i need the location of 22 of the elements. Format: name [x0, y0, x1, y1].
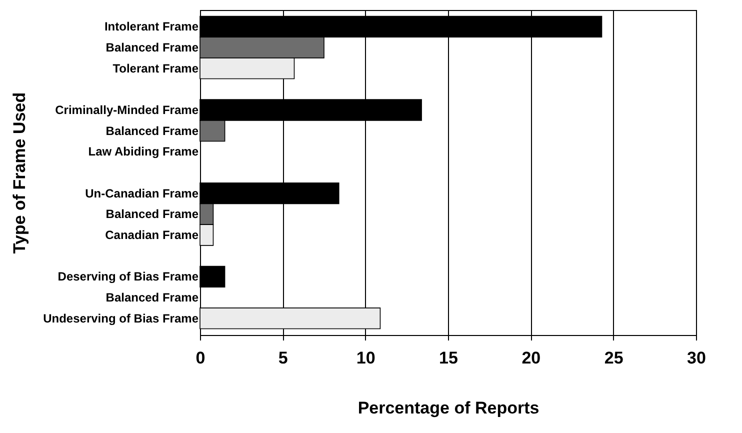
y-tick-label: Canadian Frame [105, 228, 199, 242]
y-tick-label: Tolerant Frame [112, 61, 199, 76]
y-tick-label: Un-Canadian Frame [85, 186, 199, 200]
y-tick-label: Balanced Frame [106, 207, 199, 222]
x-tick-label: 25 [604, 348, 624, 368]
y-tick-label: Balanced Frame [106, 40, 199, 54]
y-tick-label: Undeserving of Bias Frame [43, 311, 199, 326]
x-tick-label: 10 [356, 348, 376, 368]
x-tick-label: 20 [522, 348, 541, 368]
y-tick-label: Intolerant Frame [104, 20, 199, 34]
x-tick-label: 5 [278, 348, 288, 368]
y-tick-label: Law Abiding Frame [88, 144, 199, 159]
x-tick-label: 30 [687, 348, 706, 368]
y-tick-label: Balanced Frame [106, 290, 199, 304]
x-tick-label: 15 [439, 348, 458, 368]
y-tick-label: Balanced Frame [106, 124, 199, 138]
y-tick-label: Criminally-Minded Frame [55, 103, 199, 117]
bar [200, 266, 226, 288]
x-tick-label: 0 [196, 348, 206, 368]
y-tick-label: Deserving of Bias Frame [58, 270, 199, 284]
x-axis-title: Percentage of Reports [358, 398, 540, 418]
y-axis-title: Type of Frame Used [10, 92, 30, 254]
